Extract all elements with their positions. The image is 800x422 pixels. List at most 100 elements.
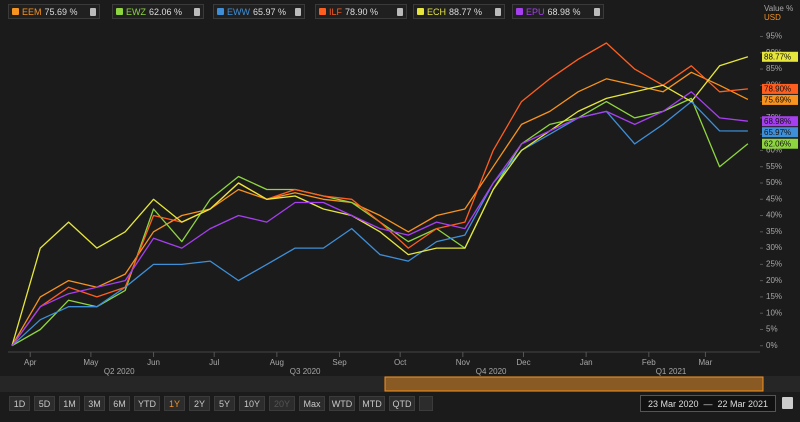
quarter-label: Q3 2020 [290, 367, 321, 376]
period-button[interactable]: 5Y [214, 396, 235, 411]
period-button[interactable]: QTD [389, 396, 415, 411]
legend-swatch [319, 8, 326, 15]
period-button[interactable]: 3M [84, 396, 105, 411]
currency: USD [764, 13, 781, 22]
period-button[interactable]: 6M [109, 396, 130, 411]
y-tick-label: 85% [766, 64, 782, 73]
series-line [11, 56, 749, 346]
legend-name: ECH [427, 6, 447, 17]
end-label-box [762, 51, 798, 62]
period-button[interactable]: 10Y [239, 396, 265, 411]
legend-item[interactable]: ILF 78.90 % [315, 4, 407, 19]
period-button[interactable]: 1Y [164, 396, 185, 411]
x-tick-label: Apr [24, 358, 37, 367]
end-label-box [762, 94, 798, 105]
quarter-label: Q1 2021 [656, 367, 687, 376]
quarter-label: Q4 2020 [476, 367, 507, 376]
legend-item[interactable]: EWZ 62.06 % [112, 4, 204, 19]
period-button[interactable]: 2Y [189, 396, 210, 411]
delete-icon[interactable] [397, 7, 403, 16]
y-tick-label: 50% [766, 178, 782, 187]
delete-icon[interactable] [194, 7, 200, 16]
x-tick-label: Feb [642, 358, 656, 367]
y-tick-label: 40% [766, 211, 782, 220]
period-button[interactable]: WTD [329, 396, 355, 411]
delete-icon[interactable] [594, 7, 600, 16]
x-tick-label: Dec [516, 358, 530, 367]
y-tick-label: 10% [766, 308, 782, 317]
range-start: 23 Mar 2020 [647, 398, 699, 409]
chart: Value % USD 0% 5% 10% 15% 20% 25% 30% 35% 40% 45%… [0, 4, 800, 392]
series-line [11, 91, 748, 347]
period-button[interactable]: MTD [359, 396, 385, 411]
range-end: 22 Mar 2021 [717, 398, 769, 409]
legend-item[interactable]: EPU 68.98 % [512, 4, 604, 19]
legend-item[interactable]: EEM 75.69 % [8, 4, 100, 19]
delete-icon[interactable] [295, 7, 301, 16]
x-tick-label: Sep [332, 358, 347, 367]
end-label-box [762, 83, 798, 94]
delete-icon[interactable] [90, 7, 96, 16]
legend-swatch [217, 8, 224, 15]
period-button[interactable]: 1D [9, 396, 30, 411]
legend-swatch [516, 8, 523, 15]
legend-value: 62.06 % [149, 6, 183, 17]
plot-background [0, 22, 800, 392]
end-label-box [762, 138, 798, 149]
legend-item[interactable]: EWW 65.97 % [213, 4, 305, 19]
range-separator: — [703, 398, 713, 409]
settings-button[interactable] [419, 396, 433, 411]
legend-swatch [12, 8, 19, 15]
y-tick-label: 55% [766, 162, 782, 171]
y-tick-label: 5% [766, 325, 778, 334]
legend-name: EPU [526, 6, 545, 17]
period-button[interactable]: 5D [34, 396, 55, 411]
end-label-box [762, 116, 798, 127]
y-tick-label: 15% [766, 292, 782, 301]
x-tick-label: Jun [147, 358, 160, 367]
y-tick-label: 60% [766, 146, 782, 155]
legend-name: ILF [329, 6, 343, 17]
x-tick-label: Oct [394, 358, 407, 367]
legend-name: EWZ [126, 6, 146, 17]
quarter-label: Q2 2020 [104, 367, 135, 376]
y-tick-label: 35% [766, 227, 782, 236]
end-label-box [762, 127, 798, 138]
y-tick-label: 20% [766, 276, 782, 285]
x-tick-label: Aug [270, 358, 284, 367]
period-button[interactable]: YTD [134, 396, 160, 411]
end-label: 68.98% [764, 117, 791, 126]
x-tick-label: Jul [209, 358, 219, 367]
scroll-range[interactable] [384, 376, 764, 392]
y-tick-label: 30% [766, 243, 782, 252]
end-label: 62.06% [764, 139, 791, 148]
y-tick-label: 25% [766, 259, 782, 268]
legend-value: 75.69 % [44, 6, 78, 17]
end-label: 78.90% [764, 85, 791, 94]
period-button: 20Y [269, 396, 295, 411]
series-line [11, 42, 748, 347]
y-axis-title: Value % [764, 4, 793, 13]
legend-value: 88.77 % [449, 6, 483, 17]
calendar-icon[interactable] [782, 397, 793, 409]
x-tick-label: Nov [456, 358, 470, 367]
x-tick-label: May [83, 358, 98, 367]
legend-name: EWW [227, 6, 250, 17]
period-button[interactable]: Max [299, 396, 325, 411]
end-label: 75.69% [764, 96, 791, 105]
series-line [11, 100, 748, 347]
legend-item[interactable]: ECH 88.77 % [413, 4, 505, 19]
end-label: 88.77% [764, 52, 791, 61]
date-range[interactable]: 23 Mar 2020 — 22 Mar 2021 [640, 395, 776, 412]
legend-swatch [116, 8, 123, 15]
y-tick-label: 45% [766, 194, 782, 203]
x-tick-label: Jan [580, 358, 593, 367]
period-button[interactable]: 1M [59, 396, 80, 411]
delete-icon[interactable] [495, 7, 501, 16]
legend-value: 68.98 % [547, 6, 581, 17]
legend-value: 65.97 % [253, 6, 287, 17]
legend-value: 78.90 % [345, 6, 379, 17]
y-tick-label: 95% [766, 32, 782, 41]
legend-name: EEM [22, 6, 42, 17]
